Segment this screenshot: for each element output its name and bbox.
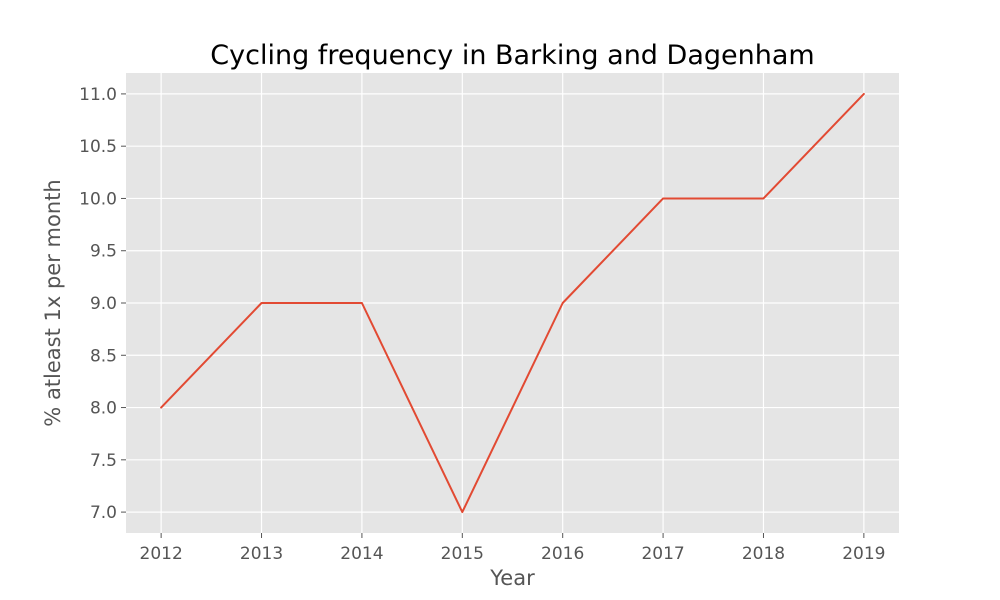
y-tick-label: 7.5 — [90, 451, 117, 471]
series-line — [160, 92, 865, 514]
axis-ticks: 2012 2013 2014 2015 2016 2017 2018 2019 7.0 7.5 8.… — [79, 85, 885, 564]
y-tick-label: 8.0 — [90, 399, 117, 419]
data-point — [761, 196, 765, 200]
series-layer — [159, 92, 866, 514]
data-point — [460, 510, 464, 514]
x-axis-label: Year — [489, 566, 535, 590]
data-point — [260, 301, 264, 305]
y-tick-label: 10.0 — [79, 189, 117, 209]
y-tick-label: 9.0 — [90, 294, 117, 314]
x-tick-label: 2016 — [541, 544, 584, 564]
x-tick-label: 2012 — [140, 544, 183, 564]
x-tick-label: 2018 — [742, 544, 785, 564]
y-tick-label: 8.5 — [90, 346, 117, 366]
x-tick-label: 2017 — [641, 544, 684, 564]
data-point — [159, 406, 163, 410]
y-tick-label: 10.5 — [79, 137, 117, 157]
data-point — [661, 196, 665, 200]
y-tick-label: 9.5 — [90, 242, 117, 262]
x-tick-label: 2015 — [441, 544, 484, 564]
y-tick-label: 11.0 — [79, 85, 117, 105]
data-point — [862, 92, 866, 96]
y-axis-label: % atleast 1x per month — [41, 179, 65, 426]
x-tick-label: 2014 — [340, 544, 383, 564]
y-tick-label: 7.0 — [90, 503, 117, 523]
x-tick-label: 2013 — [240, 544, 283, 564]
data-point — [360, 301, 364, 305]
data-point — [561, 301, 565, 305]
x-tick-label: 2019 — [842, 544, 885, 564]
chart-title: Cycling frequency in Barking and Dagenha… — [210, 40, 814, 71]
